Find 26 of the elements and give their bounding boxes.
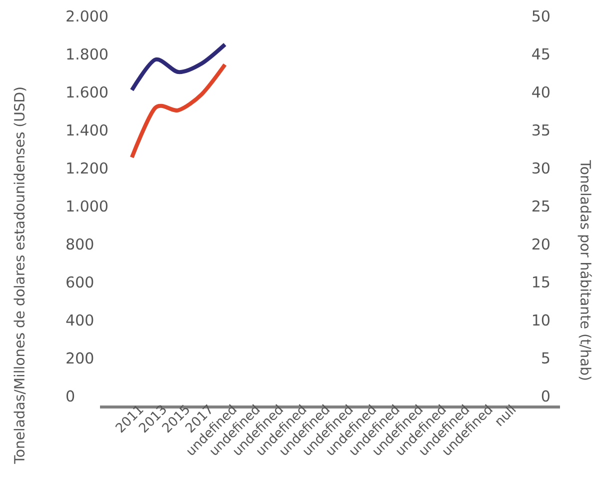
y2-tick-label: 50 xyxy=(532,10,550,22)
y-tick-label: 0 xyxy=(66,390,74,402)
y-tick-label: 1.000 xyxy=(67,200,108,212)
line-series xyxy=(130,62,227,160)
line-series xyxy=(130,42,227,92)
y-tick-label: 800 xyxy=(66,238,94,250)
y-tick-label: 2.000 xyxy=(66,10,108,22)
y2-tick-label: 25 xyxy=(532,200,550,212)
y2-tick-label: 15 xyxy=(533,276,550,288)
y2-tick-label: 30 xyxy=(532,162,550,174)
y2-tick-label: 20 xyxy=(532,238,550,250)
y-tick-label: 1.600 xyxy=(67,86,108,98)
y2-tick-label: 5 xyxy=(542,352,550,364)
y-tick-label: 200 xyxy=(66,352,94,364)
y2-axis-title: Toneladas por hábitante (t/hab) xyxy=(578,160,592,380)
y2-tick-label: 40 xyxy=(532,86,550,98)
y-tick-label: 1.400 xyxy=(67,124,108,136)
y2-tick-label: 35 xyxy=(532,124,550,136)
y2-tick-label: 10 xyxy=(533,314,550,326)
y2-tick-label: 0 xyxy=(542,390,550,402)
y-tick-label: 1.200 xyxy=(67,162,108,174)
y2-tick-label: 45 xyxy=(532,48,550,60)
y-tick-label: 1.800 xyxy=(67,48,108,60)
y-tick-label: 400 xyxy=(66,314,94,326)
y-tick-label: 600 xyxy=(66,276,94,288)
y-axis-title: Toneladas/Millones de dolares estadounidenses (USD) xyxy=(14,88,26,464)
